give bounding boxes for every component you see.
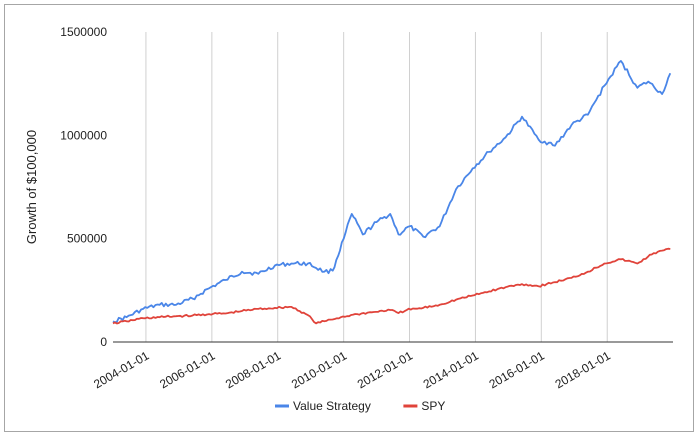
- x-tick-label: 2014-01-01: [421, 348, 481, 391]
- legend-label-spy: SPY: [421, 399, 445, 413]
- x-tick-label: 2018-01-01: [553, 348, 613, 391]
- series-line-value-strategy: [112, 60, 672, 324]
- x-tick-label: 2016-01-01: [487, 348, 547, 391]
- y-tick-label: 0: [100, 335, 107, 349]
- legend-label-value-strategy: Value Strategy: [293, 399, 371, 413]
- y-axis-label: Growth of $100,000: [24, 130, 39, 244]
- x-tick-labels: 2004-01-01 2006-01-01 2008-01-01 2010-01-01…: [91, 348, 613, 391]
- x-tick-label: 2006-01-01: [157, 348, 217, 391]
- legend: Value Strategy SPY: [275, 399, 445, 413]
- series-line-spy: [112, 247, 671, 325]
- x-tick-label: 2004-01-01: [91, 348, 151, 391]
- y-tick-label: 500000: [67, 232, 107, 246]
- y-tick-label: 1000000: [60, 128, 107, 142]
- chart-frame: [4, 4, 694, 432]
- gridlines: [145, 32, 608, 342]
- y-tick-label: 1500000: [60, 25, 107, 39]
- series-lines: [112, 60, 672, 325]
- x-tick-label: 2008-01-01: [223, 348, 283, 391]
- x-tick-label: 2010-01-01: [289, 348, 349, 391]
- y-tick-labels: 0 500000 1000000 1500000: [60, 25, 107, 349]
- x-tick-label: 2012-01-01: [355, 348, 415, 391]
